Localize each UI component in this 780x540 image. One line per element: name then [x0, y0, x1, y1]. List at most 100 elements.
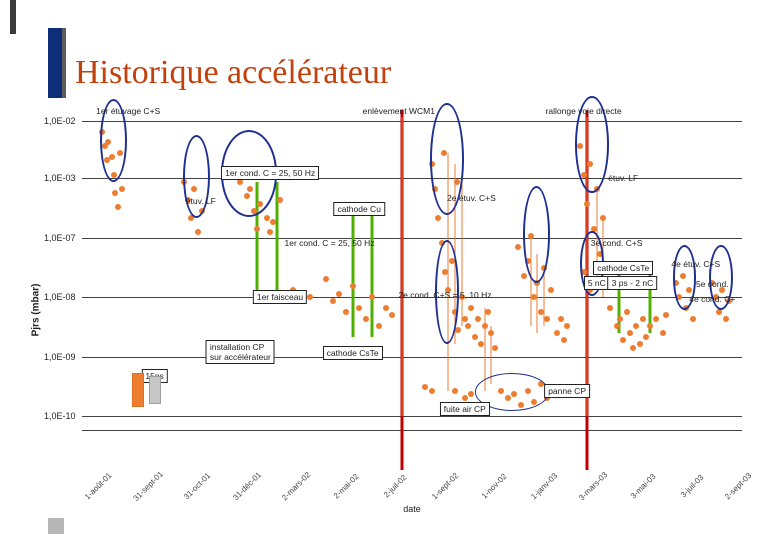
data-point: [462, 395, 468, 401]
x-tick-label: 1-nov-02: [480, 472, 509, 501]
data-point: [330, 298, 336, 304]
data-point: [607, 305, 613, 311]
x-tick-label: 1-août-01: [83, 471, 114, 502]
x-tick-label: 2-mars-02: [280, 470, 312, 502]
annotation-label: cathode CsTe: [593, 261, 653, 275]
data-point: [531, 294, 537, 300]
annotation-label: 4e cond. C+: [689, 294, 735, 304]
data-point: [435, 215, 441, 221]
annotation-label: cathode Cu: [333, 202, 384, 216]
data-point: [307, 294, 313, 300]
data-point: [119, 186, 125, 192]
data-point: [515, 244, 521, 250]
data-point: [690, 316, 696, 322]
data-point: [584, 201, 590, 207]
annotation-label: 1er cond. C = 25, 50 Hz: [221, 166, 319, 180]
data-point: [363, 316, 369, 322]
slide-frame: Historique accélérateur Pjrs (mbar) date…: [0, 0, 780, 540]
data-point: [462, 316, 468, 322]
data-point: [277, 197, 283, 203]
data-point: [383, 305, 389, 311]
data-point: [472, 334, 478, 340]
data-point: [630, 345, 636, 351]
y-tick-label: 1,0E-07: [44, 233, 76, 243]
data-point: [627, 330, 633, 336]
annotation-label: 5e cond.: [696, 279, 729, 289]
y-tick-label: 1,0E-09: [44, 352, 76, 362]
x-tick-label: 3-mars-03: [577, 470, 609, 502]
data-point: [548, 287, 554, 293]
data-point: [538, 309, 544, 315]
data-point: [554, 330, 560, 336]
stem: [461, 182, 462, 326]
data-point: [663, 312, 669, 318]
x-tick-label: 1-janv-03: [529, 471, 559, 501]
annotation-label: fuite air CP: [440, 402, 490, 416]
data-point: [452, 388, 458, 394]
x-tick-label: 1-sept-02: [430, 471, 460, 501]
gridline: [82, 416, 742, 417]
annotation-label: étuv. LF: [186, 196, 216, 206]
data-point: [633, 323, 639, 329]
data-point: [544, 316, 550, 322]
data-point: [561, 337, 567, 343]
x-tick-label: 2-sept-03: [723, 471, 753, 501]
data-point: [600, 215, 606, 221]
cluster-ellipse: [523, 186, 550, 284]
y-axis-label: Pjrs (mbar): [31, 284, 42, 337]
data-point: [637, 341, 643, 347]
x-tick-label: 3-juil-03: [679, 473, 705, 499]
data-point: [614, 323, 620, 329]
data-point: [723, 316, 729, 322]
x-tick-label: 3-mai-03: [629, 472, 658, 501]
data-point: [376, 323, 382, 329]
top-left-bar: [10, 0, 16, 34]
marker-bar: [132, 373, 144, 407]
gridline: [82, 121, 742, 122]
annotation-label: 1er cond. C = 25, 50 Hz: [284, 238, 374, 248]
data-point: [521, 273, 527, 279]
data-point: [468, 391, 474, 397]
gridline: [82, 357, 742, 358]
y-tick-label: 1,0E-02: [44, 116, 76, 126]
data-point: [482, 323, 488, 329]
annotation-label: 2e cond. C+S = 5, 10 Hz: [398, 290, 491, 300]
slide-title: Historique accélérateur: [75, 54, 391, 92]
data-point: [653, 316, 659, 322]
data-point: [620, 337, 626, 343]
data-point: [564, 323, 570, 329]
annotation-label: panne CP: [544, 384, 590, 398]
data-point: [323, 276, 329, 282]
x-axis-label: date: [403, 504, 421, 514]
data-point: [492, 345, 498, 351]
data-point: [343, 309, 349, 315]
green-marker: [371, 207, 374, 337]
green-marker: [351, 207, 354, 337]
data-point: [468, 305, 474, 311]
history-chart: Pjrs (mbar) date 1,0E-021,0E-031,0E-071,…: [40, 110, 760, 510]
data-point: [640, 316, 646, 322]
marker-bar: [149, 376, 161, 403]
x-tick-label: 31-oct-01: [182, 471, 212, 501]
annotation-label: enlèvement WCM1: [363, 106, 435, 116]
annotation-label: 2e étuv. C+S: [447, 193, 496, 203]
annotation-label: étuv. LF: [608, 173, 638, 183]
data-point: [115, 204, 121, 210]
data-point: [195, 229, 201, 235]
data-point: [270, 219, 276, 225]
stem: [402, 117, 403, 416]
data-point: [643, 334, 649, 340]
data-point: [422, 384, 428, 390]
data-point: [264, 215, 270, 221]
data-point: [356, 305, 362, 311]
annotation-label: 3 ps - 2 nC: [608, 276, 658, 290]
x-tick-label: 2-juil-02: [382, 473, 408, 499]
data-point: [336, 291, 342, 297]
data-point: [112, 190, 118, 196]
data-point: [389, 312, 395, 318]
data-point: [647, 323, 653, 329]
data-point: [485, 309, 491, 315]
data-point: [488, 330, 494, 336]
data-point: [429, 388, 435, 394]
annotation-label: 5 nC: [584, 276, 610, 290]
